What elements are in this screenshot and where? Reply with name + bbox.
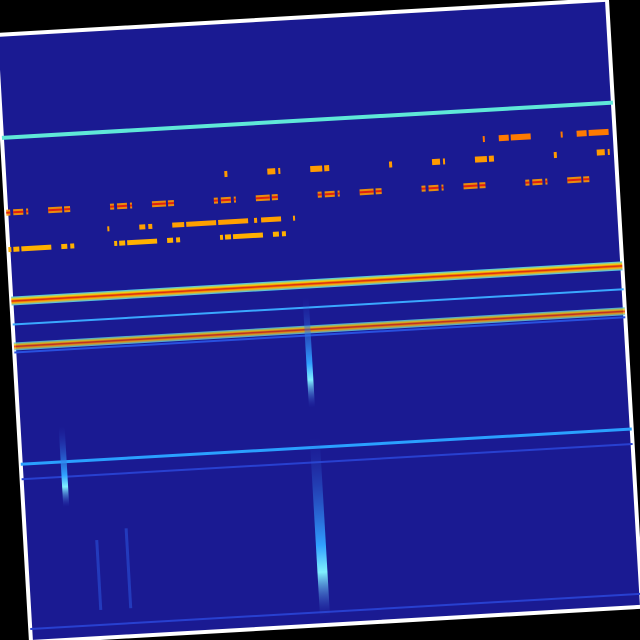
blue-line [12, 288, 624, 326]
faint-streak [95, 539, 103, 611]
cyan-line [1, 100, 614, 140]
faint-line [30, 592, 640, 631]
faint-line [14, 316, 626, 354]
faint-streak [124, 528, 133, 609]
burst-row [8, 229, 309, 253]
vertical-spike [309, 437, 331, 618]
burst-row [107, 214, 308, 232]
burst-row [482, 128, 615, 143]
vertical-spike [58, 426, 70, 507]
blue-line [20, 427, 632, 466]
noisy-band [13, 307, 626, 351]
hot-band [11, 261, 623, 306]
faint-line [21, 443, 633, 481]
vertical-spike [302, 297, 315, 408]
